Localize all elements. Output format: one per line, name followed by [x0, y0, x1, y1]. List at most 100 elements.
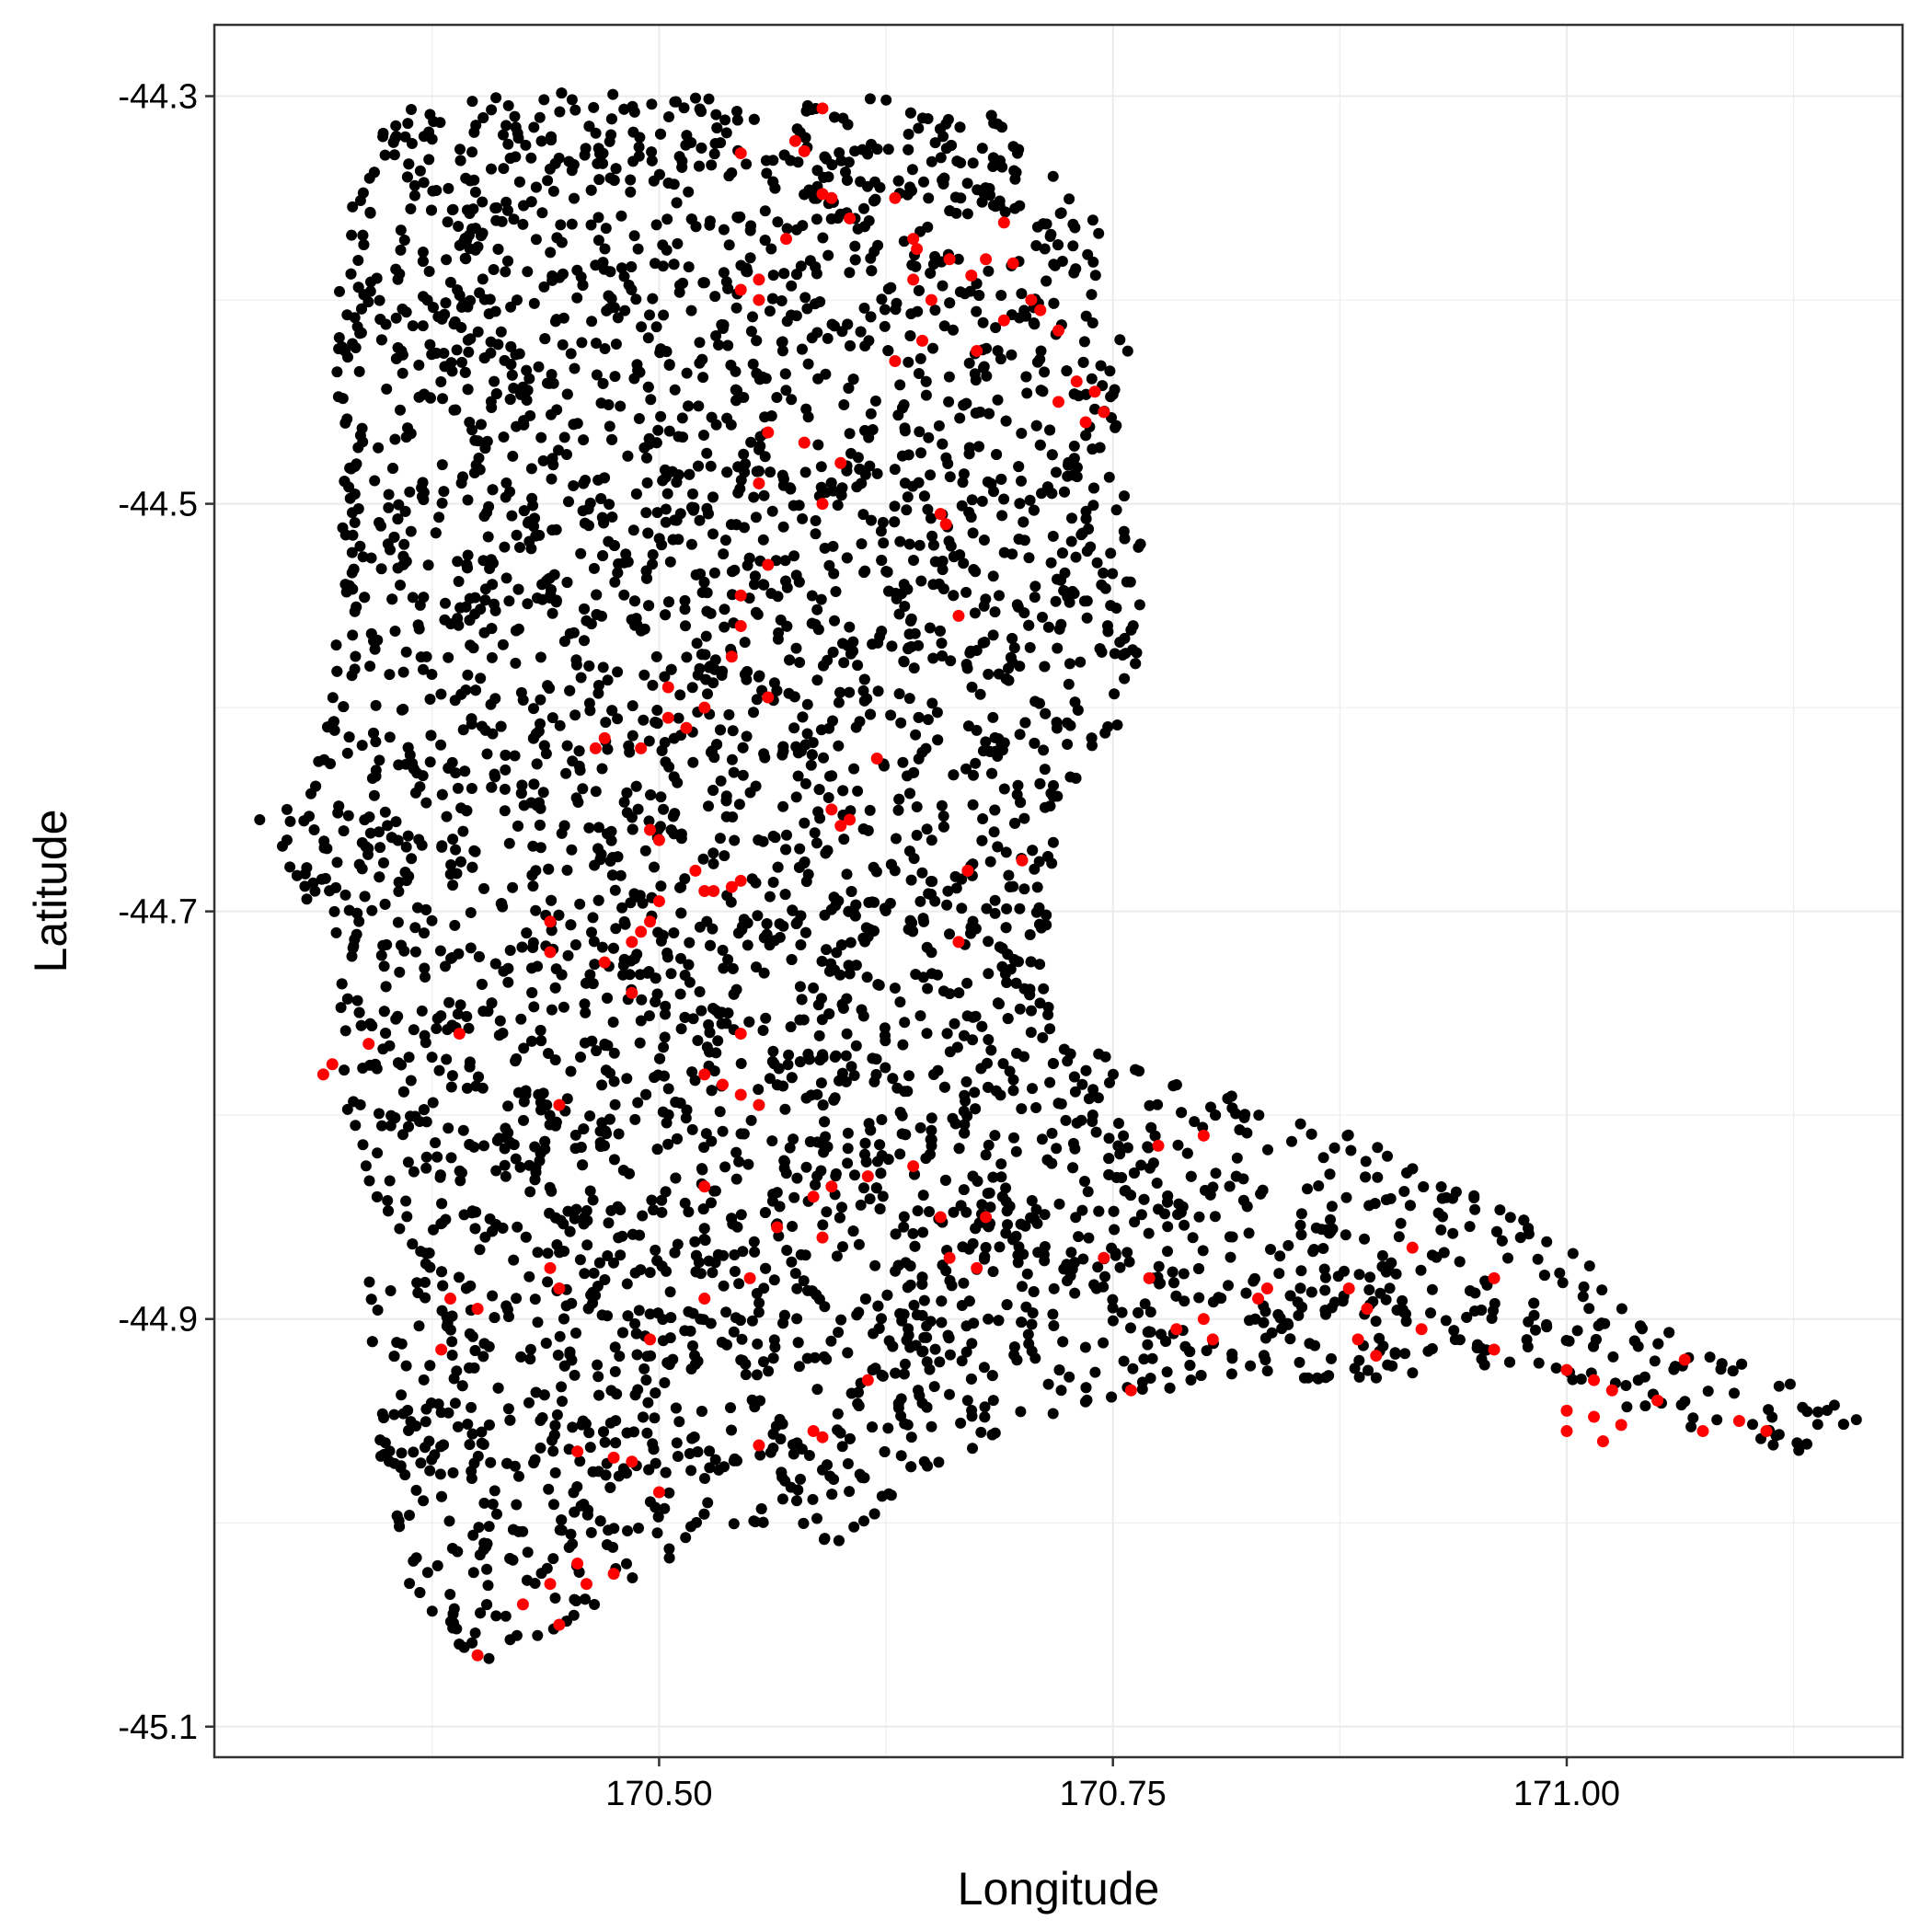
data-point [687, 488, 698, 500]
data-point [1067, 1137, 1079, 1149]
data-point [1079, 1176, 1090, 1187]
data-point [998, 737, 1010, 749]
data-point [757, 534, 769, 546]
data-point [485, 1456, 497, 1468]
data-point [927, 652, 939, 664]
data-point [535, 431, 547, 443]
data-point [564, 1346, 576, 1358]
data-point [397, 1086, 409, 1098]
data-point [381, 383, 393, 395]
data-point [662, 1083, 674, 1095]
data-point [664, 556, 676, 568]
data-point [658, 1041, 670, 1053]
data-point [1004, 1065, 1016, 1077]
data-point [907, 926, 919, 937]
data-point [728, 766, 740, 778]
data-point [538, 94, 550, 106]
data-point [392, 916, 404, 928]
data-point [1282, 1239, 1294, 1251]
data-point [879, 903, 891, 914]
data-point [877, 516, 889, 528]
data-point [543, 1048, 554, 1059]
data-point [712, 1035, 724, 1047]
data-point [788, 1448, 799, 1460]
data-point [530, 234, 542, 246]
data-point [1496, 1235, 1508, 1247]
data-point [357, 551, 369, 563]
data-point [828, 568, 840, 580]
data-point [751, 1288, 763, 1299]
data-point [356, 303, 367, 315]
data-point [659, 464, 671, 476]
data-point [748, 707, 759, 719]
data-point [542, 175, 554, 187]
data-point [1607, 1351, 1619, 1363]
data-point [829, 111, 841, 123]
data-point [1016, 288, 1028, 300]
data-point [822, 1459, 833, 1471]
data-point [995, 1171, 1007, 1183]
data-point [662, 1138, 674, 1150]
data-point [425, 730, 437, 742]
data-point [553, 909, 565, 921]
data-point [659, 1502, 671, 1514]
data-point [563, 496, 574, 508]
data-point [510, 657, 522, 669]
data-point [1541, 1318, 1552, 1330]
data-point [811, 837, 822, 849]
data-point [1380, 1194, 1392, 1206]
data-point [933, 420, 945, 431]
data-point [1089, 403, 1100, 415]
data-point [434, 1468, 446, 1480]
data-point [690, 1249, 702, 1261]
data-point [786, 954, 798, 965]
data-point [779, 555, 791, 567]
data-point [702, 1497, 714, 1509]
data-point [600, 223, 612, 235]
data-point [709, 291, 721, 303]
data-point [593, 174, 605, 186]
data-point [473, 1522, 485, 1534]
data-point [953, 1143, 965, 1155]
data-point [535, 1147, 546, 1159]
data-point [1032, 356, 1043, 368]
data-point [806, 104, 818, 115]
data-point [477, 1351, 489, 1363]
data-point [500, 266, 512, 278]
data-point [408, 763, 420, 775]
data-point [571, 1481, 583, 1492]
data-point [897, 756, 909, 768]
data-point [594, 1515, 606, 1527]
data-point [1225, 1251, 1236, 1263]
data-point [490, 1165, 502, 1177]
data-point [564, 627, 576, 639]
data-point [604, 1417, 616, 1429]
data-point [451, 1365, 463, 1377]
data-point [1567, 1248, 1579, 1259]
data-point [920, 389, 932, 401]
data-point [859, 1137, 871, 1149]
data-point [346, 507, 358, 519]
data-point [1004, 1201, 1016, 1213]
data-point [363, 1276, 375, 1288]
data-point [1034, 439, 1046, 451]
data-point [371, 272, 383, 284]
data-point [895, 1450, 907, 1462]
data-point [737, 769, 749, 781]
data-point [597, 661, 609, 673]
data-point [1050, 595, 1062, 607]
data-point [446, 365, 458, 377]
data-point [1376, 1249, 1388, 1261]
data-point [1056, 256, 1068, 267]
data-point [719, 604, 730, 615]
data-point [579, 603, 590, 615]
data-point [754, 1449, 766, 1461]
data-point [911, 1309, 923, 1321]
data-point [1588, 1340, 1599, 1352]
data-point [907, 1227, 919, 1239]
data-point [769, 935, 780, 947]
data-point [1064, 1048, 1076, 1060]
data-point [1087, 256, 1099, 268]
data-point [858, 673, 870, 685]
data-point [727, 725, 739, 737]
